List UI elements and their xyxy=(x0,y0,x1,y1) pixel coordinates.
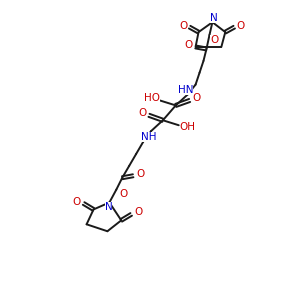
Text: O: O xyxy=(192,94,201,103)
Text: O: O xyxy=(138,108,146,118)
Text: O: O xyxy=(184,40,193,50)
Text: O: O xyxy=(210,35,218,45)
Text: N: N xyxy=(209,13,217,23)
Text: O: O xyxy=(180,21,188,31)
Text: O: O xyxy=(134,207,142,218)
Text: HN: HN xyxy=(178,85,194,94)
Text: O: O xyxy=(136,169,144,179)
Text: HO: HO xyxy=(144,94,160,103)
Text: OH: OH xyxy=(180,122,196,132)
Text: O: O xyxy=(236,21,244,31)
Text: O: O xyxy=(119,189,128,199)
Text: N: N xyxy=(104,202,112,212)
Text: O: O xyxy=(73,196,81,206)
Text: NH: NH xyxy=(141,132,157,142)
